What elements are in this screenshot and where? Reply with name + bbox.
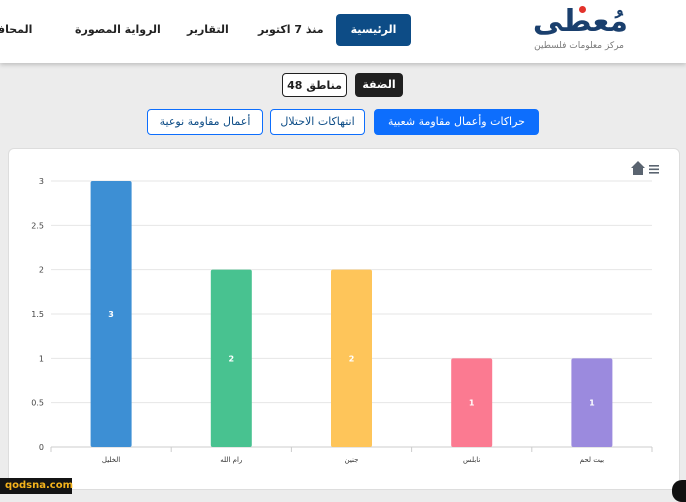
site-logo[interactable]: مُعطى مركز معلومات فلسطين [524, 4, 629, 60]
bar [331, 269, 372, 447]
y-tick-label: 0 [39, 443, 44, 452]
tab-occupation-violations[interactable]: انتهاكات الاحتلال [270, 109, 365, 135]
bar-value-label: 1 [589, 399, 595, 408]
x-tick-label: الخليل [102, 456, 120, 464]
bar [451, 358, 493, 447]
filter-areas-48[interactable]: مناطق 48 [282, 73, 347, 97]
x-tick-label: جنين [345, 456, 359, 464]
hamburger-menu-icon[interactable] [649, 165, 659, 174]
bar-chart: 0 0.5 1 1.5 2 2.5 3 3 الخليل 2 رام الله 2 جنين 1 نابلس… [31, 177, 653, 464]
floating-badge-icon[interactable] [672, 480, 686, 502]
nav-governorates[interactable]: المحافظات [0, 23, 33, 36]
nav-home-button[interactable]: الرئيسية [336, 14, 411, 46]
y-tick-label: 1.5 [31, 310, 44, 319]
bar [90, 181, 132, 447]
nav-since-oct7[interactable]: منذ 7 اكتوبر [258, 23, 324, 36]
home-icon[interactable] [631, 161, 645, 175]
tab-qualitative-resistance[interactable]: أعمال مقاومة نوعية [147, 109, 263, 135]
y-tick-label: 2 [39, 266, 44, 275]
qodsna-watermark: qodsna.com [0, 478, 73, 494]
chart-toolbar [631, 161, 659, 175]
logo-dot [579, 6, 586, 13]
tab-popular-resistance[interactable]: حراكات وأعمال مقاومة شعبية [374, 109, 539, 135]
y-tick-label: 3 [39, 177, 44, 186]
bar-value-label: 1 [469, 399, 475, 408]
y-tick-label: 2.5 [31, 221, 44, 230]
bar-value-label: 3 [108, 310, 114, 319]
logo-text: مُعطى [532, 4, 629, 39]
bar-value-label: 2 [349, 354, 355, 363]
site-header: مُعطى مركز معلومات فلسطين الرئيسية منذ 7… [0, 0, 686, 63]
x-tick-label: رام الله [220, 456, 242, 464]
filter-west-bank[interactable]: الضفة [355, 73, 403, 97]
y-tick-label: 0.5 [31, 399, 44, 408]
x-tick-label: نابلس [463, 456, 480, 464]
bar [210, 269, 252, 447]
bar-value-label: 2 [229, 354, 235, 363]
nav-photo-story[interactable]: الرواية المصورة [75, 23, 161, 36]
bar [571, 358, 613, 447]
nav-reports[interactable]: التقارير [187, 23, 229, 36]
x-tick-label: بيت لحم [580, 456, 605, 464]
y-tick-label: 1 [39, 354, 44, 363]
logo-subtitle: مركز معلومات فلسطين [534, 41, 624, 51]
chart-card: 0 0.5 1 1.5 2 2.5 3 3 الخليل 2 رام الله 2 جنين 1 نابلس… [8, 148, 680, 490]
